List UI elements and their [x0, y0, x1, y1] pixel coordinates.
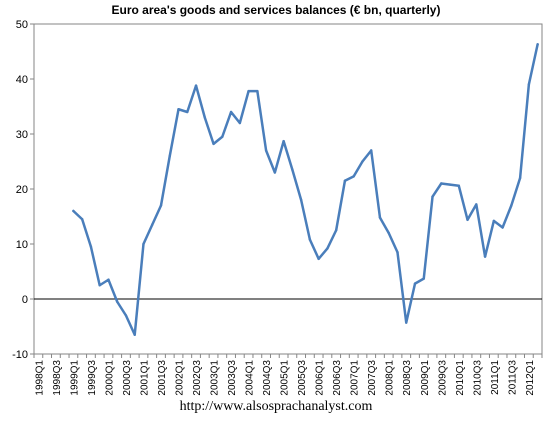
data-point — [229, 110, 233, 114]
data-point — [536, 43, 539, 46]
x-tick-label: 2001Q3 — [157, 360, 168, 396]
y-tick-label: 20 — [16, 184, 28, 196]
data-point — [221, 135, 224, 138]
x-tick-label: 2007Q1 — [350, 360, 361, 396]
data-point — [212, 142, 215, 146]
data-point — [133, 333, 136, 336]
data-point — [299, 198, 303, 202]
data-point — [116, 300, 119, 303]
y-tick-label: 0 — [22, 294, 28, 306]
data-point — [343, 179, 347, 182]
x-tick-label: 2011Q3 — [507, 360, 518, 395]
plot-area — [33, 23, 543, 355]
data-point — [98, 284, 101, 287]
x-tick-label: 2008Q3 — [402, 360, 413, 396]
data-point — [510, 204, 513, 207]
data-point — [501, 226, 504, 229]
data-point — [326, 247, 329, 250]
x-tick-label: 1998Q3 — [52, 360, 63, 396]
data-point — [413, 282, 417, 285]
data-point — [159, 204, 163, 207]
y-tick-label: 30 — [16, 129, 28, 141]
data-point — [483, 255, 487, 258]
x-tick-label: 2005Q3 — [297, 360, 308, 396]
data-point — [431, 195, 434, 198]
x-tick-label: 2008Q1 — [385, 360, 396, 396]
data-point — [352, 175, 355, 178]
data-point — [518, 176, 522, 180]
data-point — [457, 184, 460, 187]
data-point — [124, 314, 128, 317]
data-point — [282, 139, 285, 143]
data-point — [387, 231, 390, 235]
data-point — [475, 203, 478, 206]
x-tick-label: 1999Q1 — [69, 360, 80, 396]
data-point — [203, 116, 206, 119]
x-tick-label: 2012Q1 — [525, 360, 536, 396]
x-tick-label: 2006Q1 — [315, 360, 326, 396]
data-point — [527, 83, 531, 86]
x-tick-label: 2000Q1 — [104, 360, 115, 396]
data-point — [142, 242, 145, 246]
data-point — [422, 277, 425, 280]
y-axis: 50 40 30 20 10 0 -10 — [12, 19, 542, 361]
data-point — [440, 182, 443, 185]
x-tick-label: 2003Q1 — [210, 360, 221, 396]
data-point — [107, 278, 110, 281]
series-line — [72, 43, 539, 336]
x-tick-label: 2010Q3 — [472, 360, 483, 396]
x-tick-label: 2009Q1 — [420, 360, 431, 396]
data-point — [168, 154, 171, 158]
y-tick-label: -10 — [12, 349, 28, 361]
x-tick-label: 2002Q3 — [192, 360, 203, 396]
source-url[interactable]: http://www.alsosprachanalyst.com — [179, 399, 373, 414]
x-tick-label: 2004Q1 — [245, 360, 256, 396]
data-point — [378, 216, 382, 219]
data-point — [466, 218, 469, 221]
data-point — [361, 160, 364, 163]
data-point — [238, 121, 242, 125]
y-tick-label: 40 — [16, 74, 28, 86]
x-tick-label: 2002Q1 — [175, 360, 186, 396]
data-point — [492, 219, 496, 223]
data-point — [317, 257, 320, 261]
data-point — [448, 183, 452, 186]
data-point — [291, 168, 294, 171]
data-point — [194, 84, 198, 87]
x-tick-label: 1998Q1 — [34, 360, 45, 396]
x-tick-label: 2004Q3 — [262, 360, 273, 396]
data-point — [264, 149, 268, 152]
y-tick-label: 10 — [16, 239, 28, 251]
x-tick-label: 2005Q1 — [280, 360, 291, 396]
data-point — [334, 229, 338, 232]
chart-title: Euro area's goods and services balances … — [112, 3, 441, 17]
data-point — [273, 171, 277, 174]
series-layer — [72, 43, 539, 336]
data-point — [396, 251, 399, 254]
x-tick-label: 2006Q3 — [332, 360, 343, 396]
data-point — [80, 218, 84, 221]
data-point — [308, 238, 312, 241]
x-tick-label: 2011Q1 — [490, 360, 501, 395]
x-tick-label: 2007Q3 — [367, 360, 378, 396]
x-tick-label: 2001Q1 — [139, 360, 150, 396]
data-point — [186, 110, 189, 114]
data-point — [89, 245, 93, 248]
x-tick-label: 1999Q3 — [87, 360, 98, 396]
data-point — [256, 89, 259, 93]
x-tick-label: 2009Q3 — [437, 360, 448, 396]
data-point — [405, 321, 408, 324]
x-tick-label: 2010Q1 — [455, 360, 466, 396]
data-point — [151, 223, 154, 226]
x-axis: 1998Q1 1998Q3 1999Q1 1999Q3 2000Q1 2000Q3 2001… — [33, 354, 543, 396]
data-point — [370, 149, 373, 152]
data-point — [72, 209, 75, 213]
y-tick-label: 50 — [16, 19, 28, 31]
data-point — [247, 89, 250, 93]
x-tick-label: 2000Q3 — [122, 360, 133, 396]
data-point — [177, 108, 180, 111]
x-tick-label: 2003Q3 — [227, 360, 238, 396]
